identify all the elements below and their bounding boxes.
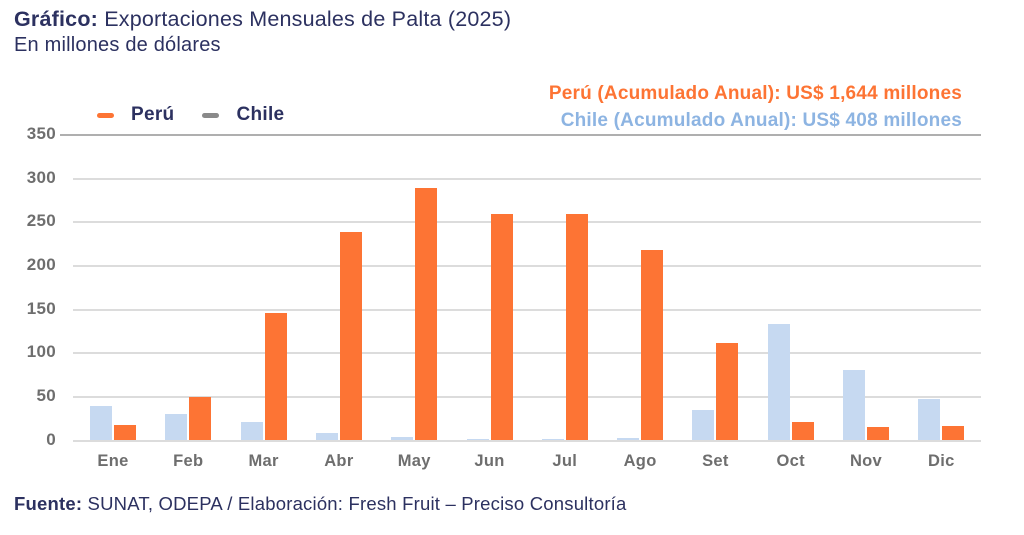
title-block: Gráfico: Exportaciones Mensuales de Palt… (14, 6, 511, 58)
y-axis-tick-300: 300 (26, 167, 56, 187)
bar-chile-abr (315, 432, 338, 441)
gridline-100 (73, 352, 981, 355)
bar-peru-ene (114, 424, 136, 441)
bar-peru-nov (867, 427, 889, 441)
bar-chile-dic (918, 398, 941, 441)
bar-peru-may (415, 188, 438, 441)
source-label: Fuente: (14, 493, 83, 514)
title-prefix: Gráfico: (14, 7, 99, 31)
gridline-150 (73, 308, 981, 311)
chart-subtitle: En millones de dólares (14, 34, 221, 56)
gridline-50 (73, 395, 981, 398)
bar-peru-jul (565, 214, 588, 441)
legend-item-peru: Perú (97, 104, 174, 126)
source-text: SUNAT, ODEPA / Elaboración: Fresh Fruit … (82, 493, 627, 514)
x-axis-label-set: Set (702, 452, 729, 470)
legend: Perú Chile (97, 104, 284, 126)
gridline-250 (73, 221, 981, 224)
y-axis-tick-250: 250 (26, 211, 56, 231)
x-axis-label-abr: Abr (324, 452, 354, 470)
legend-label-chile: Chile (236, 104, 285, 125)
x-axis-label-nov: Nov (849, 452, 883, 470)
bar-chile-ene (90, 406, 112, 441)
chile-annual-total: Chile (Acumulado Anual): US$ 408 millone… (560, 110, 962, 131)
x-axis-label-mar: Mar (248, 452, 279, 470)
bar-peru-jun (490, 213, 513, 441)
bar-peru-set (716, 342, 739, 441)
legend-dash-icon-peru (97, 112, 114, 118)
bar-chile-may (391, 437, 414, 441)
y-axis-tick-350: 350 (26, 124, 56, 143)
bar-chile-ago (617, 437, 640, 441)
bar-chile-nov (843, 369, 865, 441)
y-axis-tick-50: 50 (36, 385, 56, 405)
gridline-300 (73, 177, 981, 180)
chart-title: Gráfico: Exportaciones Mensuales de Palt… (14, 6, 511, 33)
peru-annual-total: Perú (Acumulado Anual): US$ 1,644 millon… (548, 83, 962, 104)
x-axis-label-jul: Jul (552, 452, 578, 470)
bar-peru-abr (339, 231, 362, 441)
x-axis-label-ago: Ago (623, 452, 657, 470)
bar-chile-feb (165, 414, 188, 441)
x-axis-label-may: May (397, 452, 431, 470)
annual-totals: Perú (Acumulado Anual): US$ 1,644 millon… (549, 80, 962, 134)
bar-peru-ago (641, 250, 664, 441)
bar-peru-oct (791, 422, 814, 441)
y-axis-tick-100: 100 (26, 342, 56, 362)
bar-chile-jul (541, 438, 564, 441)
source-note: Fuente: SUNAT, ODEPA / Elaboración: Fres… (14, 493, 627, 515)
legend-dash-icon-chile (202, 112, 220, 118)
x-axis-label-ene: Ene (97, 452, 129, 470)
legend-item-chile: Chile (202, 104, 284, 126)
y-axis-tick-0: 0 (46, 429, 56, 449)
y-axis-tick-150: 150 (26, 298, 56, 318)
bar-peru-mar (264, 313, 287, 441)
gridline-350 (60, 134, 981, 136)
legend-label-peru: Perú (131, 104, 175, 125)
gridline-0 (73, 439, 981, 442)
title-main: Exportaciones Mensuales de Palta (2025) (98, 7, 512, 31)
bar-chile-mar (240, 422, 263, 441)
bar-peru-dic (942, 425, 965, 441)
gridline-200 (73, 264, 981, 267)
x-axis-label-feb: Feb (173, 452, 204, 470)
x-axis-label-jun: Jun (474, 452, 505, 470)
x-axis-label-dic: Dic (928, 452, 955, 470)
y-axis-tick-200: 200 (26, 254, 56, 274)
x-axis-label-oct: Oct (776, 452, 805, 470)
bar-chile-jun (466, 438, 489, 441)
bar-peru-feb (189, 396, 212, 441)
bar-chile-oct (767, 323, 790, 441)
bar-chile-set (692, 409, 715, 441)
